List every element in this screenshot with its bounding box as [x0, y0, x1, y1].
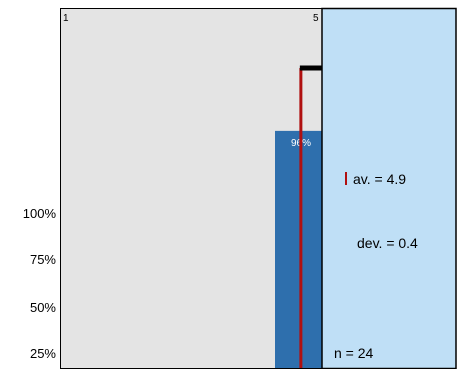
- y-axis: 100% 75% 50% 25%: [23, 206, 57, 361]
- scale-min-label: 1: [63, 13, 69, 24]
- rating-bar: [275, 130, 322, 368]
- count-label: n = 24: [334, 345, 374, 361]
- mean-label: av. = 4.9: [353, 171, 406, 187]
- y-tick-label: 75%: [30, 252, 56, 267]
- deviation-label: dev. = 0.4: [357, 235, 418, 251]
- y-tick-label: 50%: [30, 300, 56, 315]
- y-tick-label: 25%: [30, 346, 56, 361]
- y-tick-label: 100%: [23, 206, 57, 221]
- stats-panel: [321, 7, 457, 369]
- scale-max-label: 5: [313, 13, 319, 24]
